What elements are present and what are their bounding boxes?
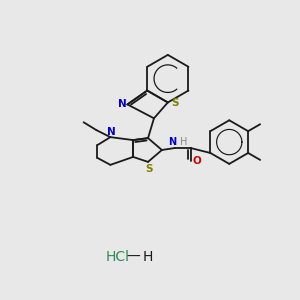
Text: H: H: [180, 137, 187, 147]
Text: S: S: [145, 164, 153, 174]
Text: N: N: [107, 127, 116, 137]
Text: N: N: [168, 137, 176, 147]
Text: N: N: [118, 99, 127, 110]
Text: H: H: [143, 250, 153, 264]
Text: O: O: [192, 156, 201, 166]
Text: HCl: HCl: [105, 250, 129, 264]
Text: S: S: [171, 98, 178, 108]
Text: —: —: [126, 250, 140, 264]
